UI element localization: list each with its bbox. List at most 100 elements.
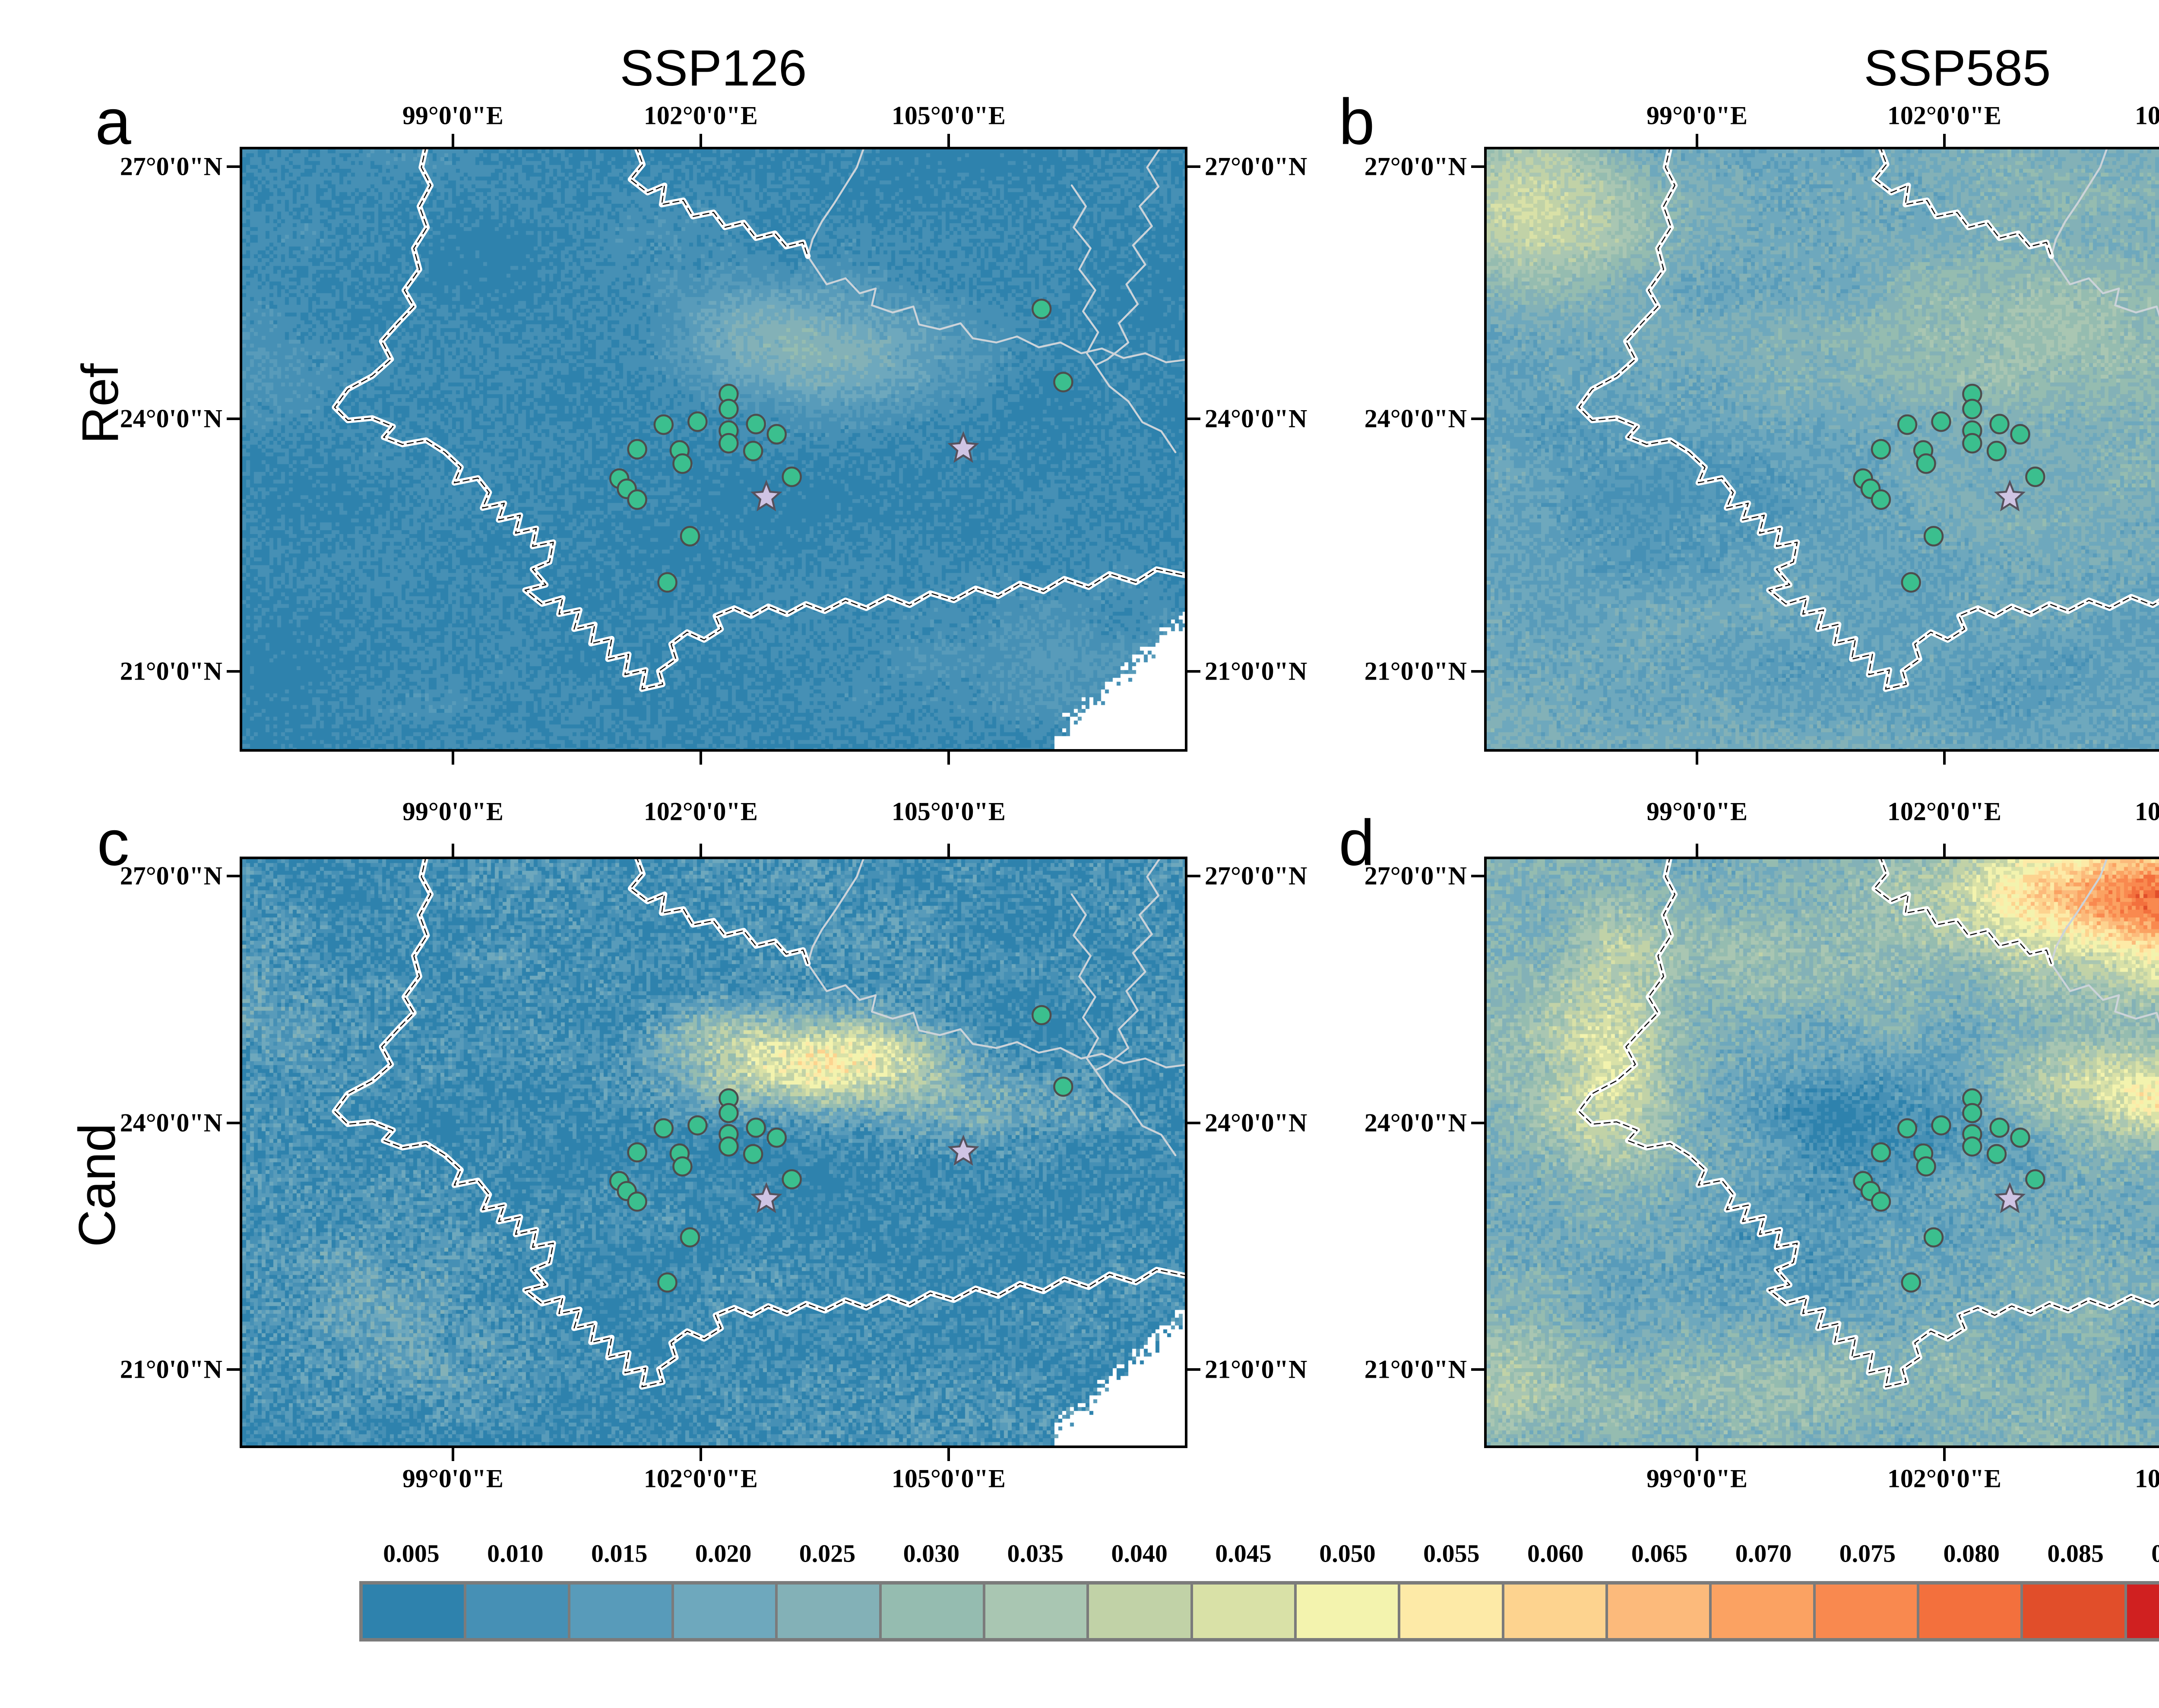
colorbar-cell-0.080 (1919, 1585, 2021, 1638)
axis-tick (947, 1448, 950, 1461)
occurrence-point (681, 1228, 699, 1246)
occurrence-point (1925, 1228, 1943, 1246)
occurrence-point (1988, 442, 2006, 460)
occurrence-point (1991, 415, 2009, 433)
province-boundary (808, 964, 1185, 1067)
row-label-cand: Cand (68, 1123, 126, 1247)
raster-c (242, 859, 1185, 1445)
coordinate-label: 27°0'0"N (120, 861, 222, 890)
coordinate-label: 105°0'0"E (891, 797, 1006, 826)
occurrence-point (783, 1170, 801, 1188)
occurrence-point (628, 1192, 646, 1211)
column-title-ssp585: SSP585 (1864, 40, 2051, 97)
province-boundary (808, 149, 864, 256)
coordinate-label: 27°0'0"N (1205, 861, 1307, 890)
colorbar-cell-0.050 (1296, 1585, 1398, 1638)
colorbar-value-label: 0.010 (487, 1539, 544, 1568)
colorbar-value-label: 0.020 (695, 1539, 752, 1568)
axis-tick (1695, 1448, 1698, 1461)
colorbar-cell-0.030 (881, 1585, 983, 1638)
occurrence-point (2011, 425, 2029, 443)
coordinate-label: 105°0'0"E (2134, 797, 2159, 826)
coordinate-label: 99°0'0"E (1646, 101, 1747, 130)
occurrence-point (2026, 468, 2044, 486)
axis-tick (699, 752, 702, 765)
axis-tick (227, 165, 240, 168)
axis-tick (699, 1448, 702, 1461)
occurrence-point (1917, 1158, 1935, 1176)
coordinate-label: 27°0'0"N (1364, 861, 1467, 890)
national-boundary-dash (1874, 149, 2051, 256)
occurrence-point (688, 412, 706, 431)
map-panel-cand-ssp585 (1484, 857, 2159, 1448)
occurrence-point (1898, 1119, 1916, 1137)
occurrence-point (1991, 1119, 2009, 1137)
axis-tick (1471, 165, 1484, 168)
colorbar-value-label: 0.065 (1631, 1539, 1688, 1568)
province-boundary (2051, 256, 2159, 362)
occurrence-point (628, 1143, 646, 1161)
map-panel-cand-ssp126 (240, 857, 1187, 1448)
national-boundary-dash (1579, 149, 2159, 689)
coordinate-label: 24°0'0"N (1205, 404, 1307, 433)
colorbar-cell-0.045 (1193, 1585, 1294, 1638)
province-boundary (808, 859, 864, 964)
occurrence-point (1963, 434, 1981, 452)
axis-tick (1943, 1448, 1946, 1461)
coordinate-label: 27°0'0"N (1364, 152, 1467, 181)
coordinate-label: 21°0'0"N (1205, 1355, 1307, 1384)
province-boundary (808, 256, 1185, 362)
axis-tick (1187, 418, 1200, 421)
axis-tick (227, 1368, 240, 1371)
colorbar-cell-0.005 (363, 1585, 464, 1638)
colorbar-cell-0.010 (466, 1585, 568, 1638)
occurrence-point (2011, 1129, 2029, 1147)
occurrence-point (744, 442, 762, 460)
panel-letter-a: a (95, 85, 131, 158)
axis-tick (1471, 1121, 1484, 1124)
coordinate-label: 21°0'0"N (120, 657, 222, 686)
colorbar-cell-0.085 (2023, 1585, 2124, 1638)
colorbar-cell-0.020 (674, 1585, 776, 1638)
colorbar-value-label: 0.085 (2047, 1539, 2104, 1568)
occurrence-point (2026, 1170, 2044, 1188)
axis-tick (699, 844, 702, 857)
colorbar-cell-0.075 (1815, 1585, 1917, 1638)
occurrence-point (783, 468, 801, 486)
overlay-b (1487, 149, 2159, 749)
axis-tick (1943, 752, 1946, 765)
axis-tick (227, 1121, 240, 1124)
colorbar (359, 1581, 2159, 1642)
coordinate-label: 102°0'0"E (1887, 1464, 2001, 1493)
occurrence-point (1872, 1143, 1890, 1161)
coordinate-label: 21°0'0"N (1364, 1355, 1467, 1384)
coordinate-label: 99°0'0"E (402, 1464, 503, 1493)
coordinate-label: 21°0'0"N (120, 1355, 222, 1384)
occurrence-point (688, 1116, 706, 1134)
colorbar-cell-0.055 (1400, 1585, 1502, 1638)
coordinate-label: 24°0'0"N (1364, 1108, 1467, 1137)
colorbar-cell-0.090 (2127, 1585, 2159, 1638)
occurrence-point (1872, 1192, 1890, 1211)
colorbar-cell-0.040 (1089, 1585, 1190, 1638)
province-boundary (2051, 964, 2159, 1067)
occurrence-point (1988, 1145, 2006, 1163)
occurrence-point (1917, 454, 1935, 473)
colorbar-cell-0.035 (985, 1585, 1087, 1638)
panel-letter-d: d (1339, 806, 1375, 879)
occurrence-point (658, 573, 677, 591)
colorbar-value-label: 0.070 (1735, 1539, 1792, 1568)
coordinate-label: 99°0'0"E (1646, 797, 1747, 826)
coordinate-label: 105°0'0"E (891, 1464, 1006, 1493)
axis-tick (1187, 165, 1200, 168)
occurrence-point (1872, 440, 1890, 459)
occurrence-point (1054, 373, 1072, 391)
colorbar-value-label: 0.050 (1319, 1539, 1376, 1568)
overlay-d (1487, 859, 2159, 1445)
occurrence-point (674, 454, 692, 473)
occurrence-point (628, 440, 646, 459)
coordinate-label: 105°0'0"E (2134, 101, 2159, 130)
province-boundary (2051, 149, 2108, 256)
national-boundary-dash (630, 859, 807, 964)
coordinate-label: 21°0'0"N (1205, 657, 1307, 686)
